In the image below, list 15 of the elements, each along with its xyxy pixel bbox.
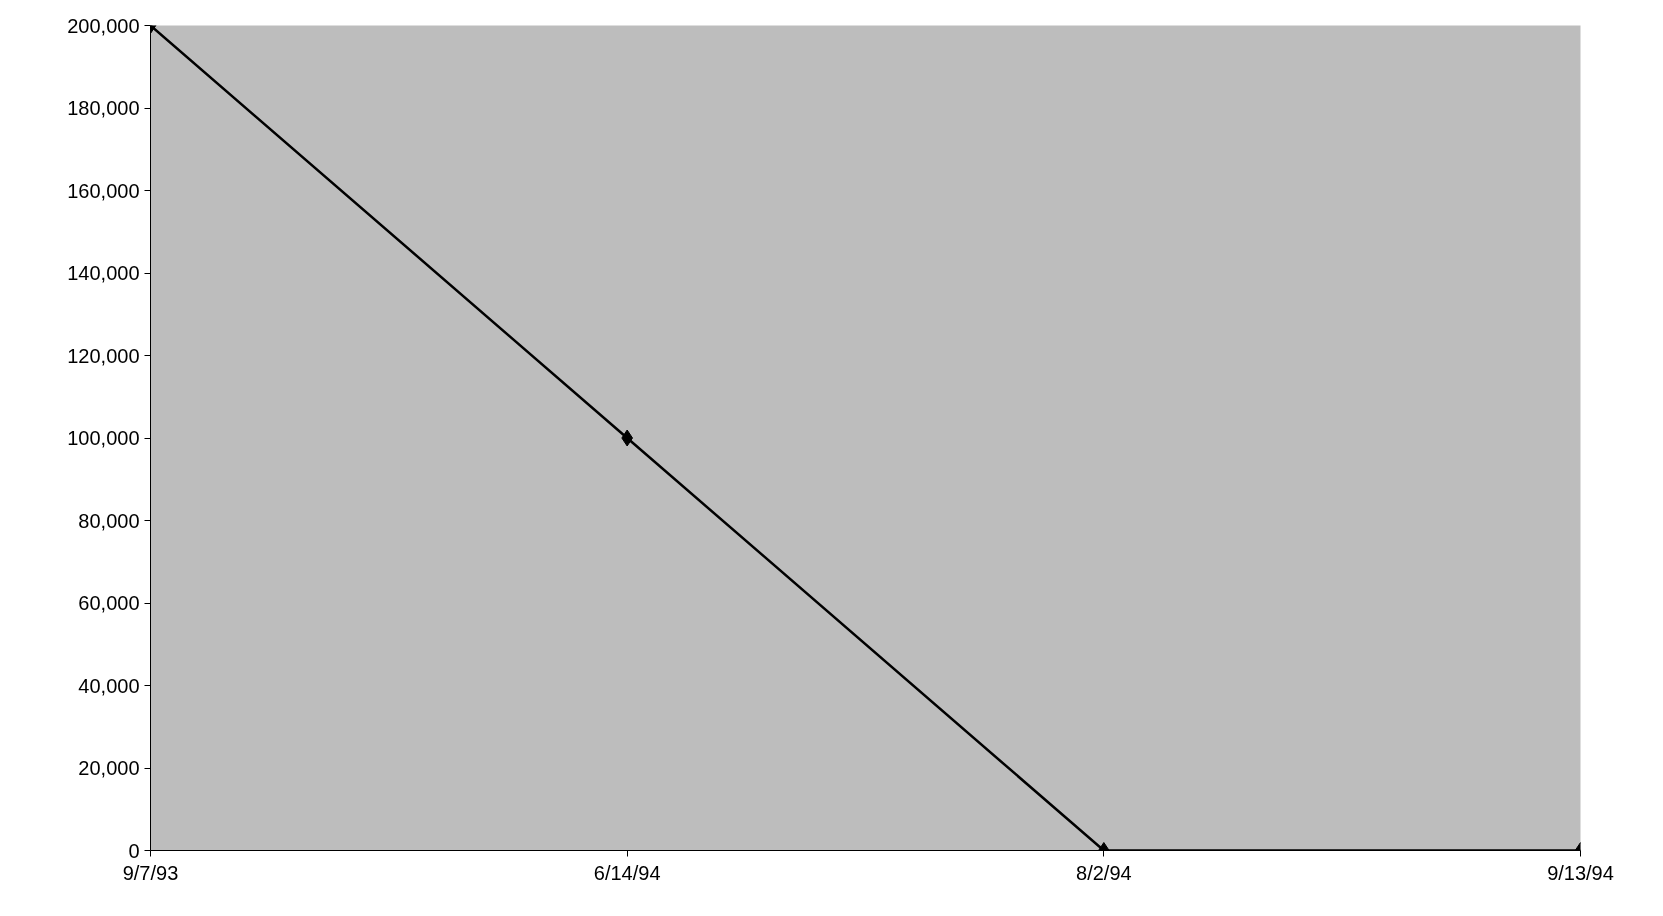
y-tick-label: 140,000 [67, 262, 140, 284]
y-tick-label: 160,000 [67, 179, 140, 202]
y-tick-label: 0 [128, 839, 140, 862]
x-tick-label: 9/13/94 [1547, 861, 1614, 884]
y-tick-label: 40,000 [78, 674, 140, 697]
y-tick-label: 100,000 [67, 427, 140, 449]
y-tick-label: 20,000 [78, 757, 140, 779]
y-tick-label: 80,000 [78, 509, 140, 532]
x-tick-label: 8/2/94 [1076, 861, 1132, 884]
y-tick-label: 180,000 [67, 97, 140, 119]
y-tick-label: 60,000 [78, 592, 140, 614]
x-tick-label: 9/7/93 [122, 861, 179, 884]
y-tick-label: 200,000 [67, 14, 140, 37]
x-tick-label: 6/14/94 [593, 861, 661, 884]
y-tick-label: 120,000 [67, 344, 140, 367]
